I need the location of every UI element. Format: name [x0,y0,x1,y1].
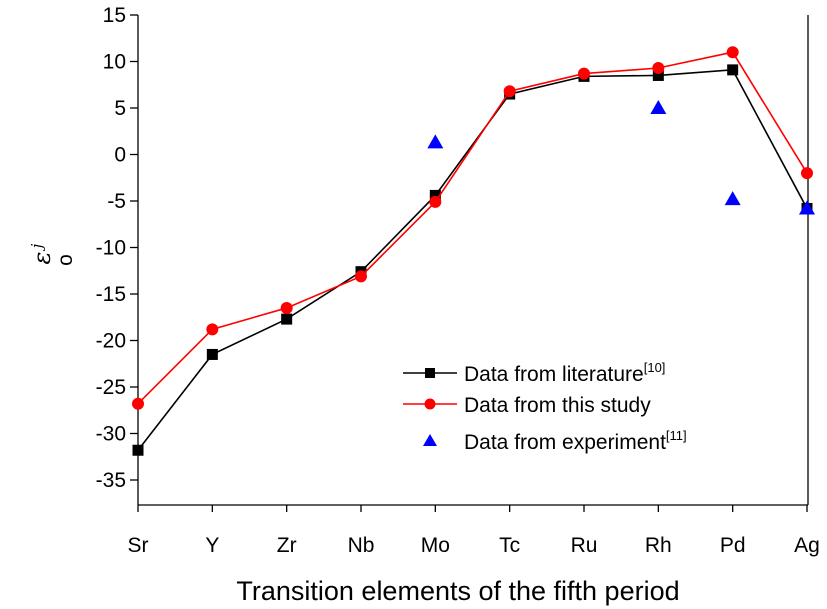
y-axis-label-symbol: ε [28,252,56,265]
legend-marker-square [425,368,435,378]
data-point-circle [429,195,442,208]
x-tick-label: Sr [128,534,149,557]
legend: Data from literature[10] Data from this … [403,360,687,454]
legend-marker-circle [424,398,436,410]
data-point-circle [578,67,590,80]
y-tick-label: -5 [107,190,126,213]
x-tick-label: Nb [348,534,375,557]
x-tick-label: Zr [277,534,297,557]
data-point-circle [280,301,293,314]
data-point-circle [726,46,739,59]
legend-label-this-study: Data from this study [464,394,651,417]
data-point-circle [206,323,219,336]
y-axis-label-subscript: o [54,254,77,266]
legend-item-literature: Data from literature[10] [403,360,665,386]
legend-marker-triangle [423,434,437,446]
y-tick-label: 0 [114,144,126,167]
series-line-1 [137,51,808,405]
y-axis-label: ε o j [28,243,77,266]
data-point-triangle [799,200,815,215]
x-axis-ticks: Sr Y Zr Nb Mo Tc Ru Rh Pd Ag [128,505,820,557]
data-point-circle [801,167,813,180]
y-axis-ticks: 15 10 5 0 -5 -10 -15 -20 -25 -30 -35 [96,4,138,492]
data-point-triangle [427,134,444,149]
x-tick-label: Tc [499,534,520,557]
y-tick-label: 10 [103,51,126,74]
data-point-triangle [650,100,667,114]
legend-item-experiment: Data from experiment[11] [423,428,687,454]
data-point-square [206,348,218,360]
y-tick-label: 5 [114,97,126,120]
y-tick-label: -30 [96,423,126,446]
data-point-circle [132,397,144,410]
legend-item-this-study: Data from this study [403,394,651,417]
legend-label-experiment: Data from experiment[11] [464,428,687,454]
y-tick-label: -35 [96,469,126,492]
x-tick-label: Rh [645,534,672,557]
x-tick-label: Mo [421,534,450,557]
data-point-square [727,64,739,76]
y-tick-label: 15 [103,4,126,27]
series-layer [132,46,815,456]
x-tick-label: Ag [794,534,820,557]
data-point-square [429,189,441,201]
y-tick-label: -25 [96,376,126,399]
data-point-square [652,69,664,81]
x-tick-label: Y [205,534,219,557]
y-tick-label: -15 [96,283,126,306]
data-point-circle [652,62,665,75]
series-line-0 [137,69,808,451]
data-point-circle [355,270,367,283]
data-point-square [281,313,293,325]
legend-label-literature: Data from literature[10] [464,360,665,386]
y-tick-label: -10 [96,237,126,260]
data-point-square [132,444,144,456]
y-tick-label: -20 [96,330,126,353]
x-tick-label: Pd [720,534,746,557]
x-axis-title: Transition elements of the fifth period [236,576,679,606]
y-axis-label-superscript: j [28,243,46,251]
data-point-triangle [724,191,741,206]
x-tick-label: Ru [571,534,598,557]
data-point-circle [503,85,516,98]
